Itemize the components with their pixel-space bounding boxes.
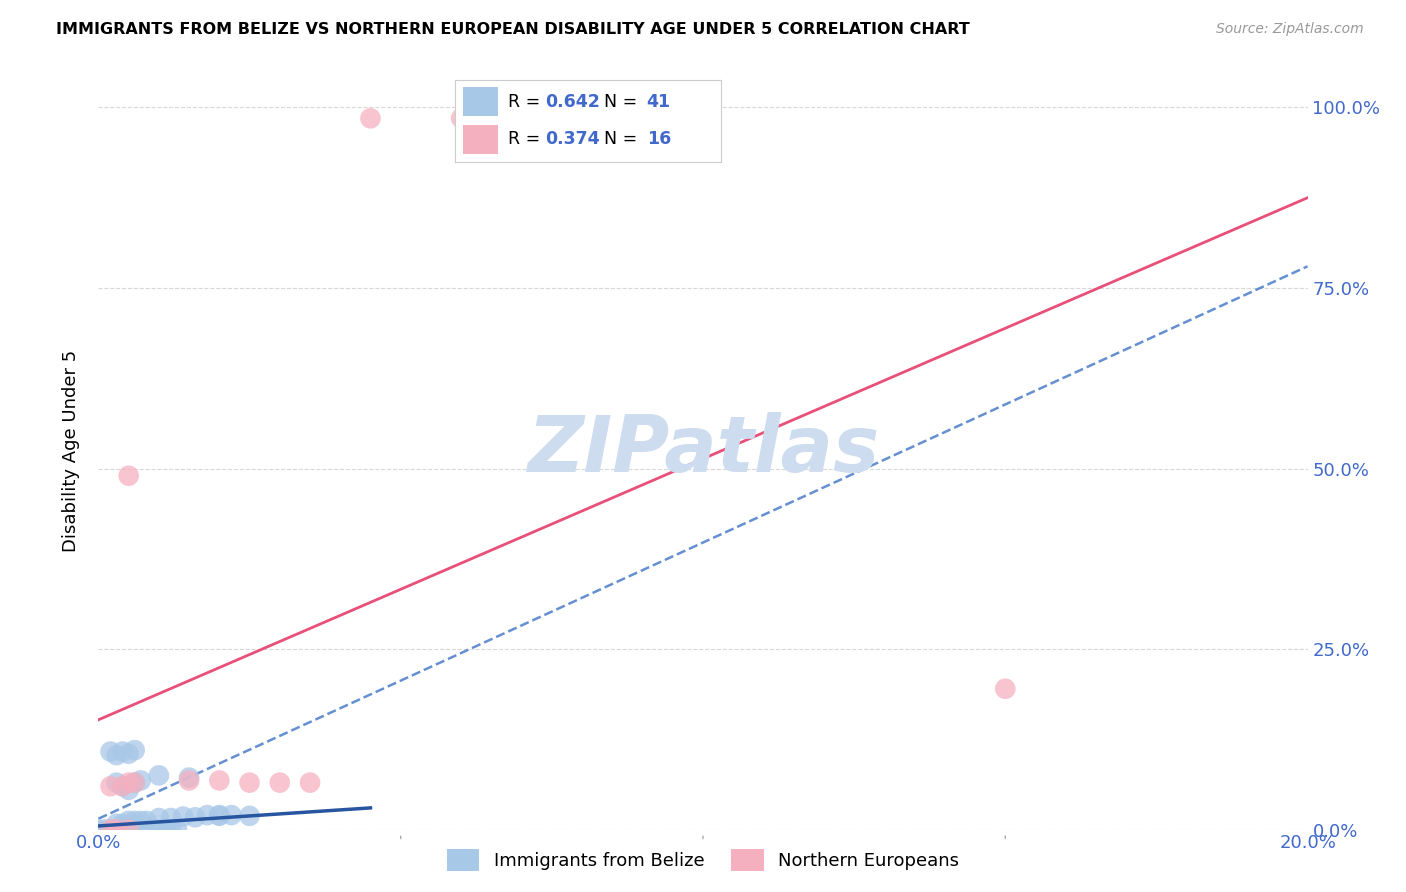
Point <box>100 745 122 759</box>
Point <box>148 768 170 782</box>
Point <box>118 822 141 837</box>
Point <box>105 817 128 831</box>
Text: ZIPatlas: ZIPatlas <box>527 412 879 489</box>
Point <box>148 822 170 837</box>
Point <box>118 775 141 789</box>
Point <box>129 814 152 828</box>
Point <box>148 811 170 825</box>
Point <box>111 779 134 793</box>
Point <box>129 822 152 837</box>
Point <box>111 817 134 831</box>
Point <box>208 773 231 788</box>
Point <box>105 822 128 837</box>
Point <box>118 822 141 837</box>
Point <box>221 808 243 822</box>
Point <box>124 775 146 789</box>
Point <box>111 779 134 793</box>
Point <box>450 112 472 126</box>
Point <box>994 681 1017 696</box>
Point <box>184 810 207 824</box>
Point <box>172 809 194 823</box>
Point <box>179 771 201 785</box>
Point <box>160 811 183 825</box>
Point <box>105 775 128 789</box>
Point <box>160 822 183 837</box>
Point <box>100 822 122 837</box>
Point <box>208 808 231 822</box>
Point <box>111 745 134 759</box>
Point <box>129 773 152 788</box>
Point <box>124 743 146 757</box>
Point <box>111 822 134 837</box>
Point <box>360 112 382 126</box>
Point <box>179 773 201 788</box>
Point <box>118 468 141 483</box>
Point <box>208 809 231 823</box>
Point <box>124 775 146 789</box>
Text: IMMIGRANTS FROM BELIZE VS NORTHERN EUROPEAN DISABILITY AGE UNDER 5 CORRELATION C: IMMIGRANTS FROM BELIZE VS NORTHERN EUROP… <box>56 22 970 37</box>
Point <box>239 775 262 789</box>
Legend: Immigrants from Belize, Northern Europeans: Immigrants from Belize, Northern Europea… <box>440 842 966 879</box>
Point <box>100 822 122 837</box>
Y-axis label: Disability Age Under 5: Disability Age Under 5 <box>62 350 80 551</box>
Point <box>195 808 218 822</box>
Point <box>269 775 291 789</box>
Text: Source: ZipAtlas.com: Source: ZipAtlas.com <box>1216 22 1364 37</box>
Point <box>93 822 115 837</box>
Point <box>118 814 141 828</box>
Point <box>87 822 110 837</box>
Point <box>118 782 141 797</box>
Point <box>166 822 188 837</box>
Point <box>100 779 122 793</box>
Point <box>105 748 128 763</box>
Point <box>142 822 165 837</box>
Point <box>124 814 146 828</box>
Point <box>105 822 128 837</box>
Point <box>124 822 146 837</box>
Point <box>239 809 262 823</box>
Point <box>135 814 157 828</box>
Point <box>153 822 176 837</box>
Point <box>299 775 322 789</box>
Point <box>118 747 141 761</box>
Point <box>135 822 157 837</box>
